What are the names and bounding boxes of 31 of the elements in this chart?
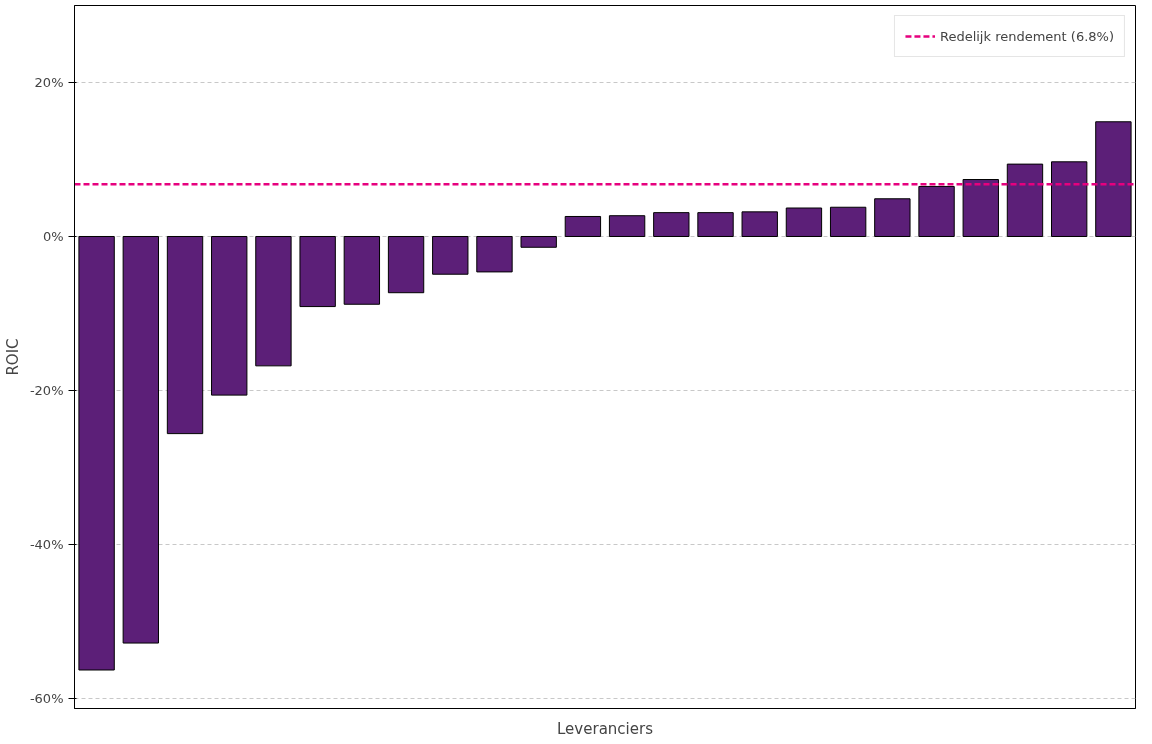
bar [343,236,381,305]
bar [1006,163,1044,237]
bar [1095,121,1132,237]
bar [608,215,646,237]
bar [741,211,778,237]
bar [432,236,469,275]
bar [918,185,955,237]
bar [255,236,292,367]
bar [829,206,867,237]
y-tick-label: -20% [29,382,64,398]
bar [653,212,690,237]
y-tick-label: -40% [29,536,64,552]
bar [697,212,734,237]
x-axis-title: Leveranciers [557,719,654,738]
bar [1051,161,1088,237]
y-tick-label: -60% [29,690,64,706]
bar [122,236,159,644]
bar [211,236,248,396]
y-tick-label: 20% [34,75,64,90]
legend-label: Redelijk rendement (6.8%) [939,28,1114,44]
y-axis-title: ROIC [3,338,22,376]
y-tick-label: 0% [42,229,64,244]
bar [299,236,336,308]
bar [387,236,425,294]
bar [520,236,557,248]
bar [564,215,602,237]
bar [785,207,823,237]
bar [874,198,911,237]
bar [476,236,513,273]
bar [962,179,999,237]
bar [166,236,204,435]
